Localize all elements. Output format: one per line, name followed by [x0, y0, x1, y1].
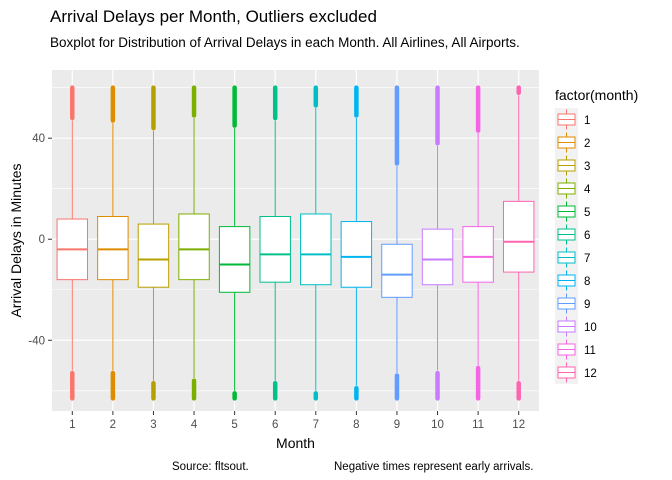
box-iqr [97, 216, 129, 281]
legend-item-8: 8 [555, 269, 590, 292]
y-tick-label: -40 [28, 335, 45, 347]
x-tick-label: 9 [394, 419, 400, 431]
legend-label: 11 [584, 345, 596, 357]
legend-item-4: 4 [555, 177, 591, 200]
legend-item-12: 12 [555, 361, 597, 384]
box-iqr [137, 223, 170, 288]
x-axis-title: Month [276, 435, 315, 451]
box-iqr [381, 243, 413, 298]
legend-item-5: 5 [555, 200, 590, 223]
y-tick-label: 40 [32, 133, 45, 145]
x-tick-label: 12 [512, 419, 525, 431]
legend-title: factor(month) [555, 87, 638, 103]
chart-subtitle: Boxplot for Distribution of Arrival Dela… [50, 35, 520, 50]
box-iqr [259, 216, 291, 283]
legend-item-1: 1 [555, 108, 590, 131]
legend-label: 7 [584, 253, 590, 265]
box-month-9 [381, 85, 413, 401]
legend-label: 12 [584, 368, 597, 380]
legend-item-10: 10 [555, 315, 597, 338]
caption-source: Source: fltsout. [172, 461, 249, 473]
chart-title: Arrival Delays per Month, Outliers exclu… [50, 7, 377, 26]
x-tick-label: 7 [313, 419, 319, 431]
box-iqr [340, 221, 373, 288]
legend-item-11: 11 [555, 338, 596, 361]
box-month-5 [218, 85, 251, 401]
legend-label: 6 [584, 230, 590, 242]
legend-label: 9 [584, 299, 590, 311]
legend-item-6: 6 [555, 223, 590, 246]
box-iqr [421, 228, 454, 286]
x-tick-label: 2 [110, 419, 116, 431]
x-tick-label: 1 [69, 419, 75, 431]
legend-label: 5 [584, 207, 590, 219]
legend-label: 4 [584, 184, 591, 196]
plot-panel [52, 70, 539, 411]
box-month-4 [178, 85, 210, 401]
box-month-10 [421, 85, 454, 401]
box-iqr [178, 213, 210, 281]
x-tick-label: 6 [272, 419, 278, 431]
legend-label: 10 [584, 322, 597, 334]
x-tick-label: 11 [472, 419, 484, 431]
caption-note: Negative times represent early arrivals. [334, 461, 533, 473]
box-month-1 [56, 85, 89, 401]
legend-label: 2 [584, 138, 590, 150]
x-tick-label: 10 [431, 419, 444, 431]
legend-label: 1 [584, 115, 590, 127]
legend-item-2: 2 [555, 131, 590, 154]
box-iqr [502, 200, 535, 273]
x-tick-label: 3 [150, 419, 156, 431]
legend-item-3: 3 [555, 154, 590, 177]
box-iqr [218, 226, 251, 293]
box-iqr [462, 226, 494, 283]
box-month-7 [300, 85, 332, 401]
legend-item-9: 9 [555, 292, 590, 315]
y-tick-label: 0 [39, 234, 45, 246]
legend-label: 8 [584, 276, 590, 288]
box-month-6 [259, 85, 291, 401]
x-tick-label: 4 [191, 419, 198, 431]
box-month-2 [97, 85, 129, 401]
box-month-3 [137, 85, 170, 401]
legend-item-7: 7 [555, 246, 590, 269]
box-month-11 [462, 85, 494, 401]
box-month-8 [340, 85, 373, 401]
y-axis-title: Arrival Delays in Minutes [8, 163, 24, 317]
box-month-12 [502, 85, 535, 401]
legend-label: 3 [584, 161, 590, 173]
box-iqr [300, 213, 332, 286]
x-tick-label: 8 [353, 419, 359, 431]
x-tick-label: 5 [231, 419, 237, 431]
box-layer [56, 85, 535, 401]
